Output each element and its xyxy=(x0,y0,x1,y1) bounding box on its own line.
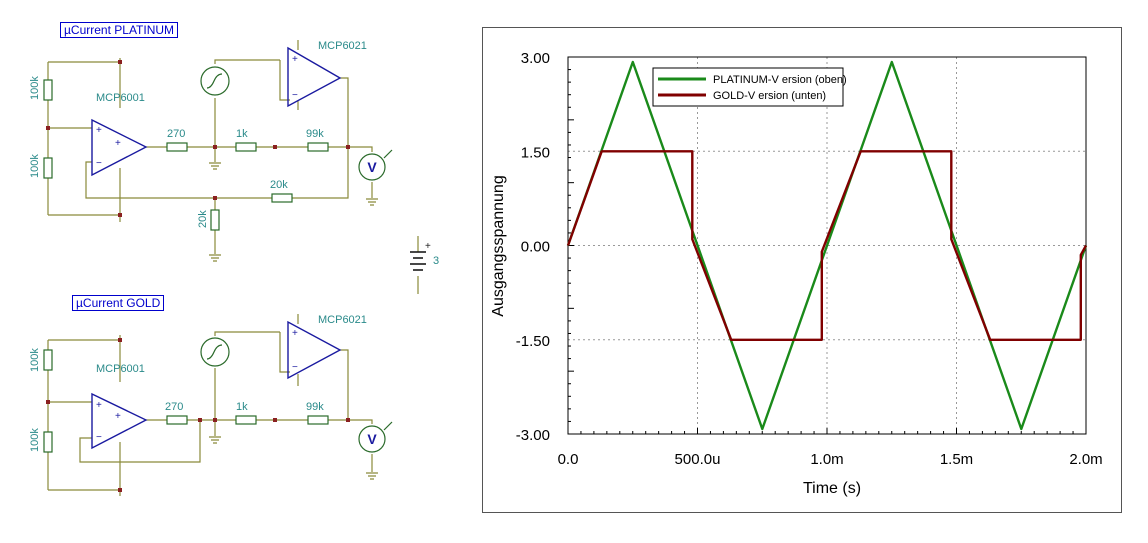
circuit-title-platinum: µCurrent PLATINUM xyxy=(60,22,179,38)
opamp1-platinum xyxy=(91,118,148,177)
resistor-99k-label: 99k xyxy=(306,128,324,140)
voltmeter-platinum xyxy=(358,153,386,181)
legend-box xyxy=(652,67,844,107)
x-tick-label: 500.0u xyxy=(675,451,721,468)
resistor-bottom-label: 100k xyxy=(29,428,41,452)
voltmeter-label: V xyxy=(367,431,377,447)
chart-series xyxy=(566,60,1088,431)
series-line-1 xyxy=(566,150,1088,341)
legend-label: GOLD-V ersion (unten) xyxy=(713,90,826,102)
battery-symbol xyxy=(410,251,426,271)
chart-panel: 3.00 1.50 0.00 -1.50 -3.00 0.0 500.0u 1.0m 1.5m 2… xyxy=(482,27,1122,513)
sign-minus: − xyxy=(96,158,102,169)
schematic-wires xyxy=(47,40,419,496)
y-tick-label: 1.50 xyxy=(521,144,550,161)
voltmeters xyxy=(358,149,393,453)
source-gold xyxy=(200,337,230,367)
y-axis-label: Ausgangsspannung xyxy=(490,175,507,316)
opamp-signs: + − + + − + − + + − xyxy=(96,54,298,443)
resistor-20k-h-label: 20k xyxy=(270,179,288,191)
chart-tick-labels: 3.00 1.50 0.00 -1.50 -3.00 0.0 500.0u 1.0m 1.5m 2… xyxy=(516,50,1103,468)
sign-plus: + xyxy=(115,411,121,422)
legend-label: PLATINUM-V ersion (oben) xyxy=(713,74,847,86)
source-waves xyxy=(206,73,223,360)
source-platinum xyxy=(200,66,230,96)
series-line-0 xyxy=(566,60,1088,431)
sign-plus: + xyxy=(292,54,298,65)
opamp2-label: MCP6021 xyxy=(318,40,367,52)
opamp1-label: MCP6001 xyxy=(96,92,145,104)
ground-symbols xyxy=(209,162,378,480)
x-tick-label: 0.0 xyxy=(558,451,579,468)
sign-plus: + xyxy=(115,138,121,149)
sign-plus: + xyxy=(292,328,298,339)
junction-dots xyxy=(46,60,350,492)
resistor-1k-label: 1k xyxy=(236,128,248,140)
resistor-top-label: 100k xyxy=(29,348,41,372)
resistor-270-label: 270 xyxy=(167,128,185,140)
sign-plus: + xyxy=(96,125,102,136)
circuit-title-gold: µCurrent GOLD xyxy=(72,295,165,311)
opamp1-gold xyxy=(91,392,148,450)
x-tick-label: 1.5m xyxy=(940,451,973,468)
opamp1-label: MCP6001 xyxy=(96,363,145,375)
y-tick-label: 3.00 xyxy=(521,50,550,67)
resistor-20k-v-label: 20k xyxy=(197,210,209,228)
sign-minus: − xyxy=(292,90,298,101)
y-tick-label: -1.50 xyxy=(516,333,550,350)
resistor-1k-label: 1k xyxy=(236,401,248,413)
resistor-270-label: 270 xyxy=(165,401,183,413)
voltmeter-label: V xyxy=(367,159,377,175)
resistor-99k-label: 99k xyxy=(306,401,324,413)
y-tick-label: -3.00 xyxy=(516,427,550,444)
y-tick-label: 0.00 xyxy=(521,239,550,256)
x-tick-label: 1.0m xyxy=(810,451,843,468)
sign-minus: − xyxy=(96,432,102,443)
opamp2-platinum xyxy=(287,46,342,108)
schematic-resistors xyxy=(43,79,329,453)
schematic-diagram: + − + + − + − + + − V V xyxy=(29,40,439,496)
line-chart: 3.00 1.50 0.00 -1.50 -3.00 0.0 500.0u 1.0m 1.5m 2… xyxy=(490,50,1103,497)
sign-plus: + xyxy=(96,400,102,411)
opamp2-label: MCP6021 xyxy=(318,314,367,326)
sign-minus: − xyxy=(292,362,298,373)
x-tick-label: 2.0m xyxy=(1069,451,1102,468)
opamp-triangles xyxy=(91,46,342,450)
opamp2-gold xyxy=(287,320,342,380)
voltmeter-gold xyxy=(358,425,386,453)
resistor-top-label: 100k xyxy=(29,76,41,100)
x-axis-label: Time (s) xyxy=(803,480,861,497)
battery-plus: + xyxy=(425,241,431,252)
battery-label: 3 xyxy=(433,255,439,267)
resistor-bottom-label: 100k xyxy=(29,154,41,178)
chart-legend: PLATINUM-V ersion (oben) GOLD-V ersion (u… xyxy=(652,67,847,107)
